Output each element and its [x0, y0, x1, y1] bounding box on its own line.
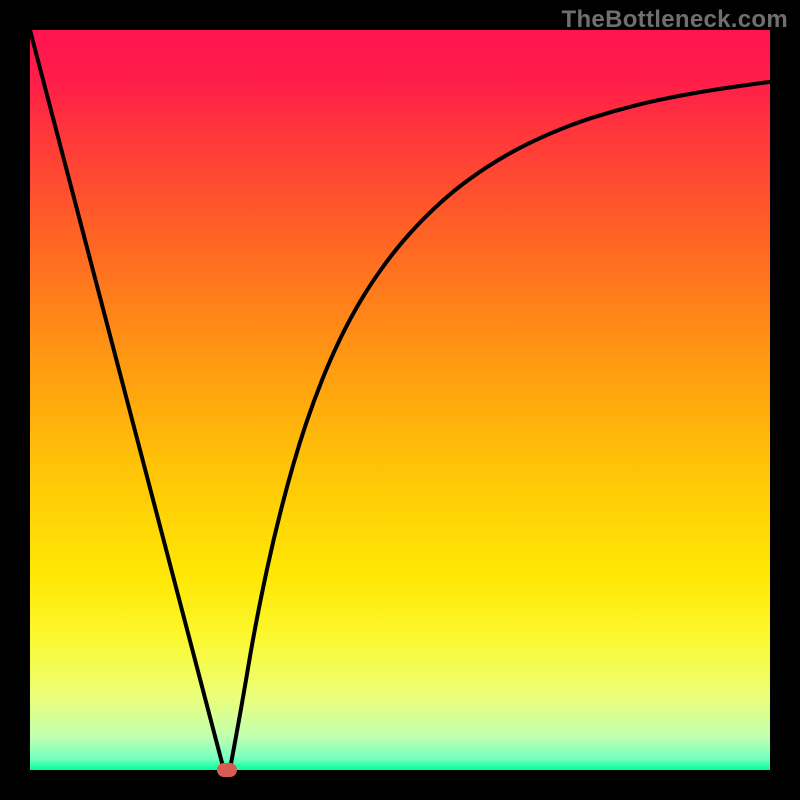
minimum-marker — [217, 763, 237, 777]
plot-area — [30, 30, 770, 770]
curve-right-branch — [230, 82, 770, 770]
curve-left-branch — [30, 30, 224, 770]
chart-svg — [30, 30, 770, 770]
